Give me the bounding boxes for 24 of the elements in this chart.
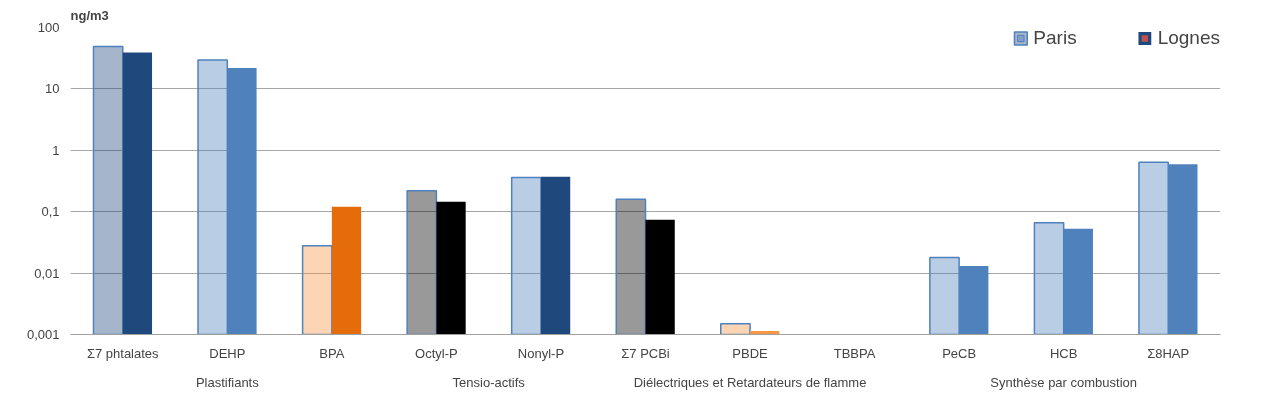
legend-label: Lognes bbox=[1157, 27, 1220, 49]
y-tick-label: 1 bbox=[52, 142, 60, 158]
legend-label: Paris bbox=[1033, 27, 1077, 49]
x-tick-label: BPA bbox=[319, 345, 345, 361]
text: Diélectriques et Retardateurs de flamme bbox=[633, 374, 867, 390]
x-tick-label: PeCB bbox=[942, 345, 977, 361]
x-tick-label: PBDE bbox=[732, 345, 769, 361]
text: Plastifiants bbox=[195, 374, 260, 390]
y-tick-label: 100 bbox=[37, 20, 60, 35]
y-tick-label: 0,1 bbox=[41, 204, 60, 220]
x-tick-label: TBBPA bbox=[833, 345, 876, 361]
x-tick-label: Σ8HAP bbox=[1147, 345, 1190, 361]
x-tick-label: DEHP bbox=[209, 345, 246, 361]
y-tick-label: 0,01 bbox=[34, 265, 60, 281]
x-tick-label: HCB bbox=[1049, 345, 1078, 361]
x-tick-label: Σ7 PCBi bbox=[621, 345, 670, 361]
y-tick-label: 10 bbox=[45, 81, 60, 97]
y-tick-label: 0,001 bbox=[26, 327, 60, 342]
y-axis-title: ng/m3 bbox=[70, 7, 109, 23]
text: Tensio-actifs bbox=[452, 374, 526, 390]
x-tick-label: Octyl-P bbox=[415, 345, 458, 361]
x-tick-label: Σ7 phtalates bbox=[86, 345, 160, 361]
x-tick-label: Nonyl-P bbox=[517, 345, 565, 361]
text: Synthèse par combustion bbox=[990, 374, 1138, 390]
